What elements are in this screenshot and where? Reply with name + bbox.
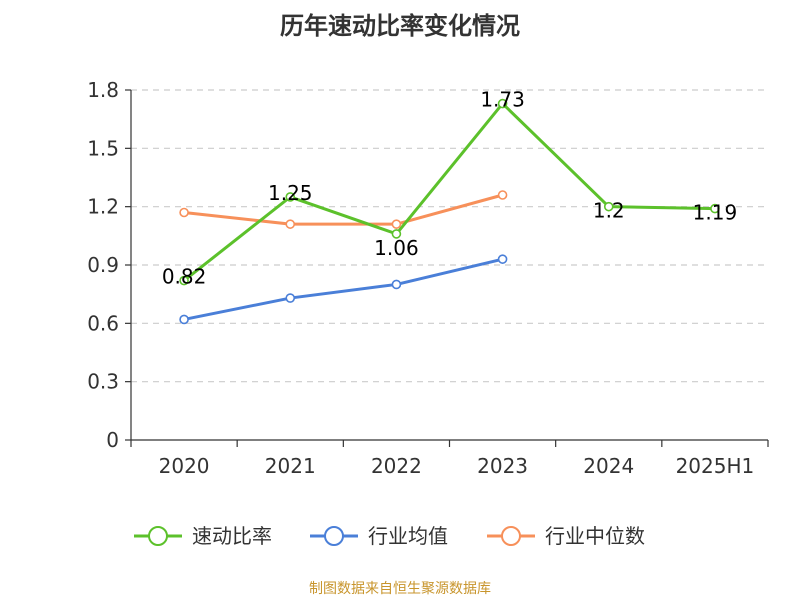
data-point	[285, 293, 296, 303]
series-lines	[183, 102, 715, 321]
grid-lines	[131, 89, 768, 383]
axes	[125, 89, 769, 447]
data-labels: 0.82 1.25 1.06 1.73 1.2 1.19	[162, 88, 737, 289]
data-label: 0.82	[162, 265, 207, 289]
data-point	[391, 219, 402, 229]
data-point	[285, 192, 296, 202]
y-tick-label: 1.8	[87, 78, 119, 102]
x-tick-label: 2023	[477, 454, 528, 478]
series-line	[183, 257, 503, 321]
series-line	[183, 193, 503, 226]
data-label: 1.19	[693, 201, 738, 225]
series-points	[179, 98, 720, 325]
data-point	[179, 314, 189, 325]
y-tick-label: 0.6	[87, 311, 119, 335]
data-point	[497, 190, 508, 200]
x-tick-label: 2022	[371, 454, 422, 478]
series-line	[183, 102, 715, 282]
data-label: 1.25	[268, 181, 313, 205]
x-tick-label: 2024	[583, 454, 634, 478]
legend-label: 行业均值	[368, 524, 448, 548]
legend-marker	[501, 526, 521, 546]
y-tick-label: 0.3	[87, 370, 119, 394]
data-label: 1.06	[374, 236, 419, 260]
data-point	[179, 207, 189, 218]
legend-label: 行业中位数	[545, 524, 645, 548]
chart-title: 历年速动比率变化情况	[280, 12, 520, 40]
data-label: 1.73	[480, 88, 525, 112]
y-tick-labels: 0 0.3 0.6 0.9 1.2 1.5 1.8	[87, 78, 119, 452]
x-tick-label: 2021	[265, 454, 316, 478]
data-point	[391, 229, 402, 239]
y-tick-label: 0.9	[87, 253, 119, 277]
x-tick-labels: 2020 2021 2022 2023 2024 2025H1	[159, 454, 755, 478]
legend-label: 速动比率	[192, 524, 272, 548]
x-tick-label: 2025H1	[676, 454, 755, 478]
source-note: 制图数据来自恒生聚源数据库	[309, 581, 491, 597]
legend-marker	[148, 526, 168, 546]
legend-marker	[324, 526, 344, 546]
data-point	[497, 254, 508, 264]
data-point	[179, 275, 189, 286]
legend: 速动比率 行业均值 行业中位数	[134, 524, 645, 548]
x-tick-label: 2020	[159, 454, 210, 478]
y-tick-label: 0	[106, 428, 119, 452]
data-point	[497, 98, 508, 109]
data-point	[710, 203, 720, 214]
data-label: 1.2	[593, 199, 625, 223]
y-tick-label: 1.5	[87, 136, 119, 160]
data-point	[603, 201, 614, 212]
data-point	[391, 279, 402, 290]
y-tick-label: 1.2	[87, 195, 119, 219]
data-point	[285, 219, 296, 229]
